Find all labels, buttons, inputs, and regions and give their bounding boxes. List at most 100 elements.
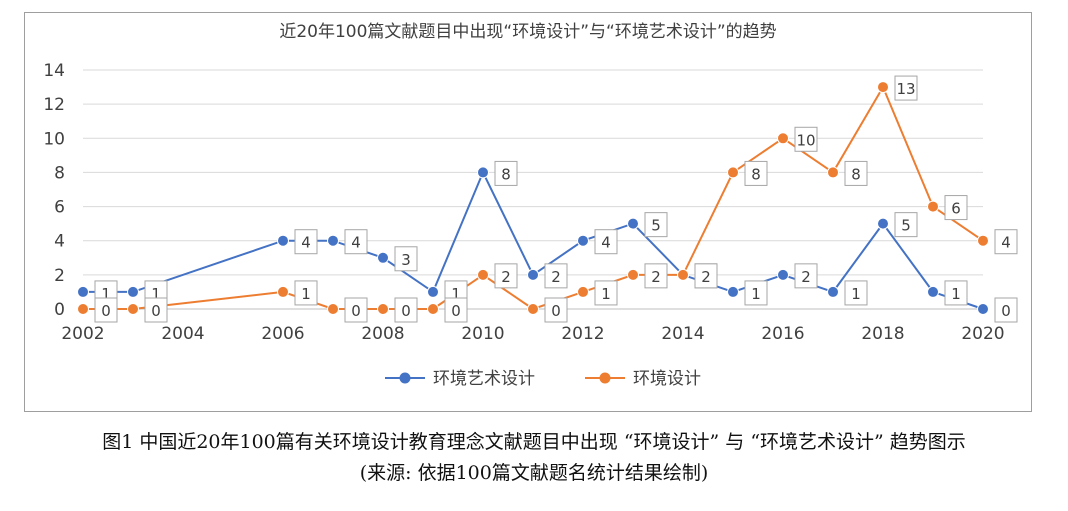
data-point <box>827 166 839 179</box>
data-label: 8 <box>751 165 761 183</box>
data-label: 0 <box>551 302 561 320</box>
x-tick-label: 2004 <box>161 324 204 344</box>
data-point <box>427 285 439 298</box>
x-tick-label: 2018 <box>861 324 904 344</box>
data-label: 0 <box>101 302 111 320</box>
data-label-box <box>944 195 968 221</box>
y-tick-label: 6 <box>54 198 65 218</box>
data-point <box>277 234 289 247</box>
data-point <box>377 251 389 264</box>
data-label-box <box>544 263 568 289</box>
data-label: 5 <box>901 217 911 235</box>
data-label-box <box>394 246 418 272</box>
data-label: 4 <box>601 234 611 252</box>
data-point <box>327 234 339 247</box>
data-point <box>527 303 539 315</box>
data-label: 4 <box>351 234 361 252</box>
data-point <box>977 303 989 315</box>
data-point <box>627 268 639 281</box>
legend-marker <box>599 372 611 384</box>
data-label: 2 <box>801 268 811 286</box>
data-point <box>377 303 389 315</box>
data-label-box <box>994 229 1018 255</box>
data-label-box <box>394 297 418 323</box>
chart-title: 近20年100篇文献题目中出现“环境设计”与“环境艺术设计”的趋势 <box>279 22 776 42</box>
data-label-box <box>144 297 168 323</box>
data-label-box <box>894 75 918 101</box>
x-tick-label: 2008 <box>361 324 404 344</box>
data-label: 13 <box>896 80 915 98</box>
data-label-box <box>794 126 818 152</box>
data-label: 2 <box>501 268 511 286</box>
data-label-box <box>294 229 318 255</box>
data-label-box <box>344 229 368 255</box>
figure-source-note: (来源: 依据100篇文献题名统计结果绘制) <box>359 462 709 484</box>
data-label: 2 <box>551 268 561 286</box>
data-point <box>727 285 739 298</box>
data-label: 1 <box>151 285 161 303</box>
data-point <box>927 285 939 298</box>
data-label: 6 <box>951 200 961 218</box>
data-point <box>327 303 339 315</box>
x-tick-label: 2010 <box>461 324 504 344</box>
data-label-box <box>844 160 868 186</box>
data-label: 1 <box>951 285 961 303</box>
data-label: 1 <box>451 285 461 303</box>
data-label-box <box>94 297 118 323</box>
data-label-box <box>694 263 718 289</box>
data-label: 1 <box>751 285 761 303</box>
data-label-box <box>744 160 768 186</box>
x-tick-label: 2012 <box>561 324 604 344</box>
data-label: 1 <box>851 285 861 303</box>
data-label: 0 <box>451 302 461 320</box>
data-label: 10 <box>796 131 815 149</box>
x-tick-label: 2006 <box>261 324 304 344</box>
data-label: 4 <box>1001 234 1011 252</box>
data-label-box <box>444 297 468 323</box>
data-label: 0 <box>401 302 411 320</box>
data-label-box <box>744 280 768 306</box>
data-label: 4 <box>301 234 311 252</box>
y-tick-label: 2 <box>54 266 65 286</box>
data-label-box <box>644 212 668 238</box>
x-tick-label: 2020 <box>961 324 1004 344</box>
legend-entry: 环境设计 <box>633 369 701 389</box>
legend-entry: 环境艺术设计 <box>433 369 535 389</box>
data-point <box>477 166 489 179</box>
line-chart: 近20年100篇文献题目中出现“环境设计”与“环境艺术设计”的趋势 0 2 4 6 8 1… <box>43 22 1018 389</box>
data-point <box>527 268 539 281</box>
data-label-box <box>344 297 368 323</box>
data-point <box>427 303 439 315</box>
data-label-box <box>894 212 918 238</box>
y-tick-label: 8 <box>54 163 65 183</box>
data-point <box>277 285 289 298</box>
data-label: 1 <box>101 285 111 303</box>
data-label-box <box>494 160 518 186</box>
y-tick-label: 14 <box>43 61 65 81</box>
data-point <box>877 81 889 94</box>
data-label-box <box>294 280 318 306</box>
data-point <box>77 285 89 298</box>
data-label: 8 <box>851 165 861 183</box>
data-point <box>927 200 939 213</box>
data-label-box <box>994 297 1018 323</box>
data-label: 2 <box>701 268 711 286</box>
data-point <box>827 285 839 298</box>
y-tick-label: 12 <box>43 95 65 115</box>
y-tick-label: 4 <box>54 232 65 252</box>
y-tick-label: 10 <box>43 129 65 149</box>
data-label: 8 <box>501 165 511 183</box>
data-point <box>777 268 789 281</box>
data-label-box <box>594 280 618 306</box>
data-label: 3 <box>401 251 411 269</box>
data-label-box <box>944 280 968 306</box>
data-label-box <box>844 280 868 306</box>
data-point <box>77 303 89 315</box>
data-point <box>727 166 739 179</box>
data-point <box>127 285 139 298</box>
data-label-box <box>544 297 568 323</box>
x-tick-label: 2014 <box>661 324 704 344</box>
data-point <box>127 303 139 315</box>
data-label: 1 <box>601 285 611 303</box>
data-label: 1 <box>301 285 311 303</box>
